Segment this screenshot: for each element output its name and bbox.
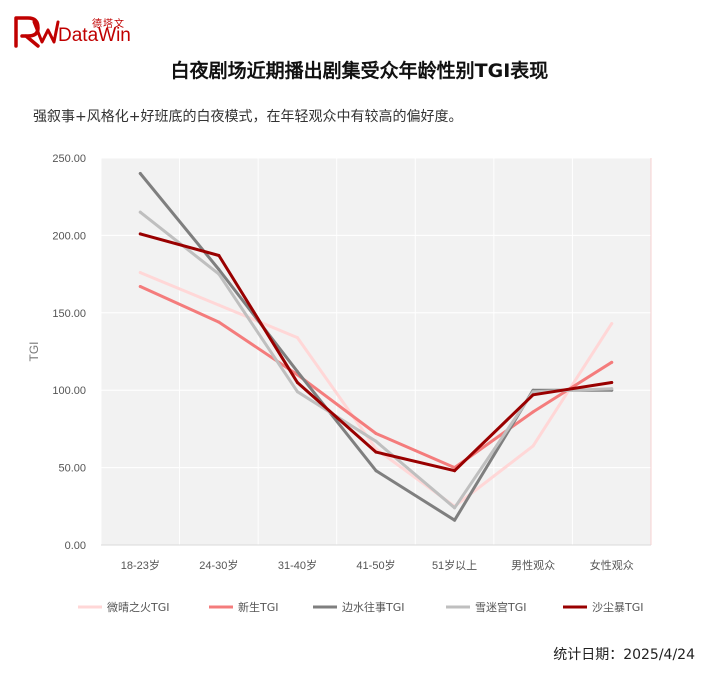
y-tick-label: 50.00: [58, 463, 86, 475]
y-axis-title: TGI: [27, 342, 41, 362]
data-point: [217, 303, 221, 307]
data-point: [217, 254, 221, 258]
data-point: [374, 469, 378, 473]
legend-label: 新生TGI: [238, 600, 279, 614]
datawin-logo: 德塔文 DataWin: [12, 12, 172, 52]
data-point: [295, 380, 299, 384]
data-point: [531, 393, 535, 397]
data-point: [138, 284, 142, 288]
data-point: [295, 390, 299, 394]
data-point: [138, 232, 142, 236]
data-point: [217, 272, 221, 276]
data-point: [610, 387, 614, 391]
legend-label: 雪迷宫TGI: [475, 600, 527, 614]
x-tick-label: 24-30岁: [199, 558, 238, 572]
y-tick-label: 100.00: [52, 385, 86, 397]
legend-label: 微晴之火TGI: [107, 600, 170, 614]
plot-area: [101, 158, 651, 545]
x-tick-label: 男性观众: [511, 558, 555, 572]
data-point: [295, 336, 299, 340]
data-point: [295, 370, 299, 374]
legend-label: 边水往事TGI: [342, 600, 405, 614]
data-point: [374, 450, 378, 454]
x-tick-label: 女性观众: [590, 558, 634, 572]
data-point: [138, 271, 142, 275]
y-tick-label: 250.00: [52, 153, 86, 165]
data-point: [138, 171, 142, 175]
data-point: [610, 322, 614, 326]
stat-date: 统计日期：2025/4/24: [553, 647, 695, 663]
data-point: [453, 469, 457, 473]
logo-chinese-text: 德塔文: [92, 19, 125, 30]
data-point: [531, 390, 535, 394]
x-tick-label: 51岁以上: [432, 558, 477, 572]
data-point: [453, 518, 457, 522]
data-point: [138, 210, 142, 214]
legend-label: 沙尘暴TGI: [592, 601, 644, 614]
x-tick-label: 41-50岁: [356, 558, 395, 572]
data-point: [531, 444, 535, 448]
chart-title: 白夜剧场近期播出剧集受众年龄性别TGI表现: [170, 60, 549, 82]
data-point: [531, 410, 535, 414]
x-tick-label: 31-40岁: [278, 558, 317, 572]
data-point: [217, 267, 221, 271]
data-point: [374, 439, 378, 443]
data-point: [610, 360, 614, 364]
data-point: [374, 432, 378, 436]
data-point: [217, 320, 221, 324]
logo-english-text: DataWin: [58, 25, 131, 46]
y-tick-label: 150.00: [52, 308, 86, 320]
chart-subtitle: 强叙事+风格化+好班底的白夜模式，在年轻观众中有较高的偏好度。: [33, 109, 463, 125]
y-tick-label: 200.00: [52, 230, 86, 242]
data-point: [610, 380, 614, 384]
data-point: [453, 506, 457, 510]
y-tick-label: 0.00: [65, 540, 86, 552]
x-tick-label: 18-23岁: [121, 558, 160, 572]
datawin-logo-icon: [14, 16, 60, 48]
